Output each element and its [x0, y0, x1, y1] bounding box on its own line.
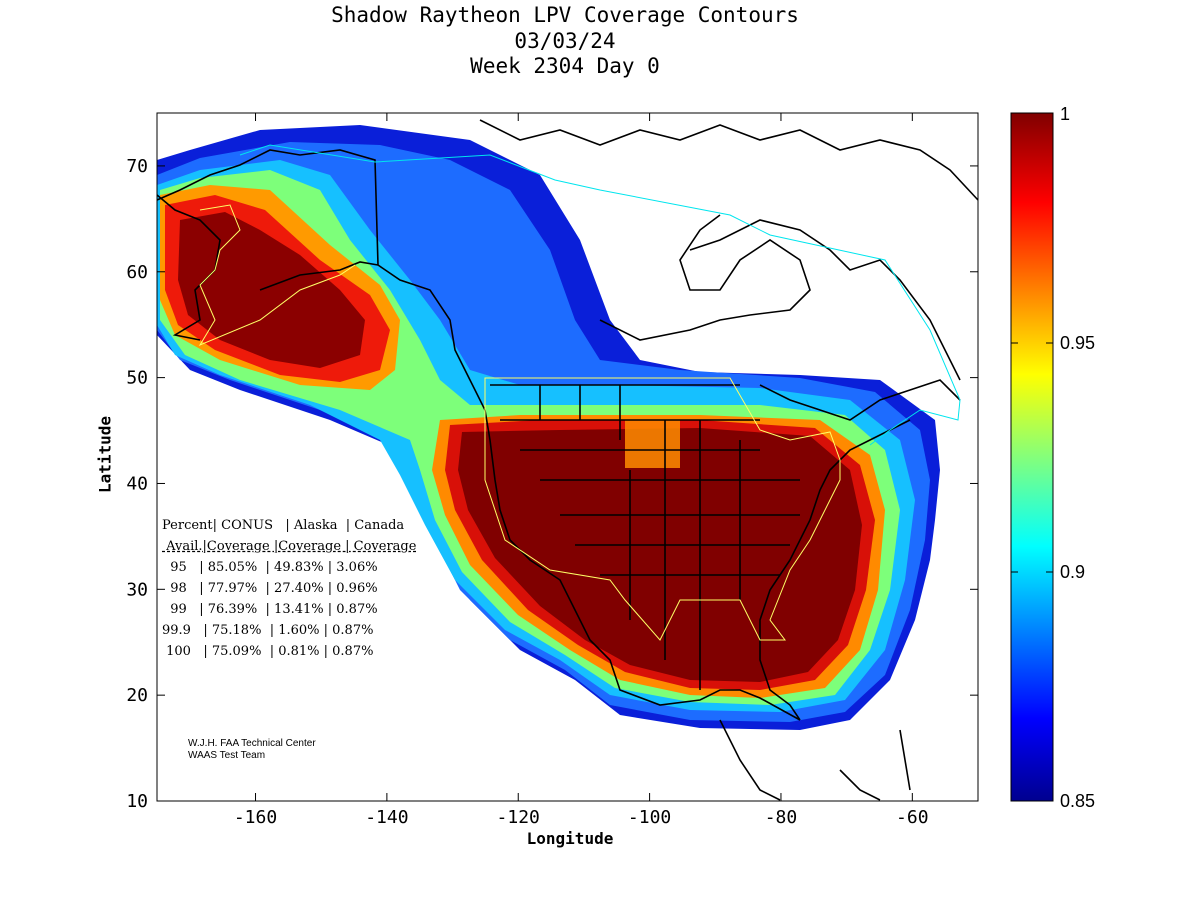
- y-tick-label: 40: [126, 473, 148, 494]
- table-row: 98 | 77.97% | 27.40% | 0.96%: [162, 581, 378, 596]
- colorbar-tick-min: 0.85: [1060, 791, 1096, 811]
- conus-boundary: [484, 377, 841, 641]
- chart-week: Week 2304 Day 0: [470, 54, 660, 78]
- alaska-canada-boundary: [239, 144, 961, 446]
- colorbar-frame: [1010, 112, 1054, 802]
- x-axis-label: Longitude: [526, 829, 614, 848]
- colorbar-tick-095: 0.95: [1060, 333, 1096, 353]
- x-tick-label: -60: [896, 807, 929, 828]
- x-tick-label: -120: [497, 807, 540, 828]
- plot-frame: [156, 112, 979, 802]
- colorbar: [1011, 113, 1053, 801]
- colorbar-ticks: [1011, 342, 1053, 573]
- coverage-contours: [157, 125, 940, 730]
- credit-line-2: WAAS Test Team: [188, 750, 266, 761]
- y-tick-label: 60: [126, 262, 148, 283]
- y-axis-label: Latitude: [95, 415, 115, 494]
- x-tick-labels: -160 -140 -120 -100 -80 -60: [234, 807, 929, 828]
- chart-date: 03/03/24: [514, 29, 616, 53]
- colorbar-tick-090: 0.9: [1060, 562, 1086, 582]
- contour-100: [178, 212, 365, 368]
- y-tick-label: 30: [126, 579, 148, 600]
- table-header-2: Avail.|Coverage |Coverage | Coverage: [162, 539, 417, 554]
- alaska-boundary: [198, 204, 356, 347]
- table-row: 99 | 76.39% | 13.41% | 0.87%: [162, 602, 378, 617]
- contour-orange-patch: [625, 420, 680, 468]
- chart-title: Shadow Raytheon LPV Coverage Contours: [331, 3, 799, 27]
- table-row: 95 | 85.05% | 49.83% | 3.06%: [162, 560, 378, 575]
- coastlines: [157, 119, 978, 801]
- y-tick-label: 10: [126, 791, 148, 812]
- y-tick-label: 50: [126, 368, 148, 389]
- x-tick-label: -100: [628, 807, 671, 828]
- x-tick-label: -80: [765, 807, 798, 828]
- x-ticks: [255, 113, 913, 801]
- service-boundaries: [198, 144, 961, 641]
- y-tick-label: 70: [126, 156, 148, 177]
- y-tick-labels: 70 60 50 40 30 20 10: [126, 156, 148, 812]
- credit-line-1: W.J.H. FAA Technical Center: [188, 738, 316, 749]
- colorbar-tick-max: 1: [1060, 104, 1071, 124]
- x-tick-label: -160: [234, 807, 277, 828]
- table-row: 100 | 75.09% | 0.81% | 0.87%: [162, 644, 374, 659]
- table-row: 99.9 | 75.18% | 1.60% | 0.87%: [162, 623, 374, 638]
- y-ticks: [157, 165, 978, 802]
- table-header-1: Percent| CONUS | Alaska | Canada: [162, 518, 405, 533]
- x-tick-label: -140: [365, 807, 408, 828]
- y-tick-label: 20: [126, 685, 148, 706]
